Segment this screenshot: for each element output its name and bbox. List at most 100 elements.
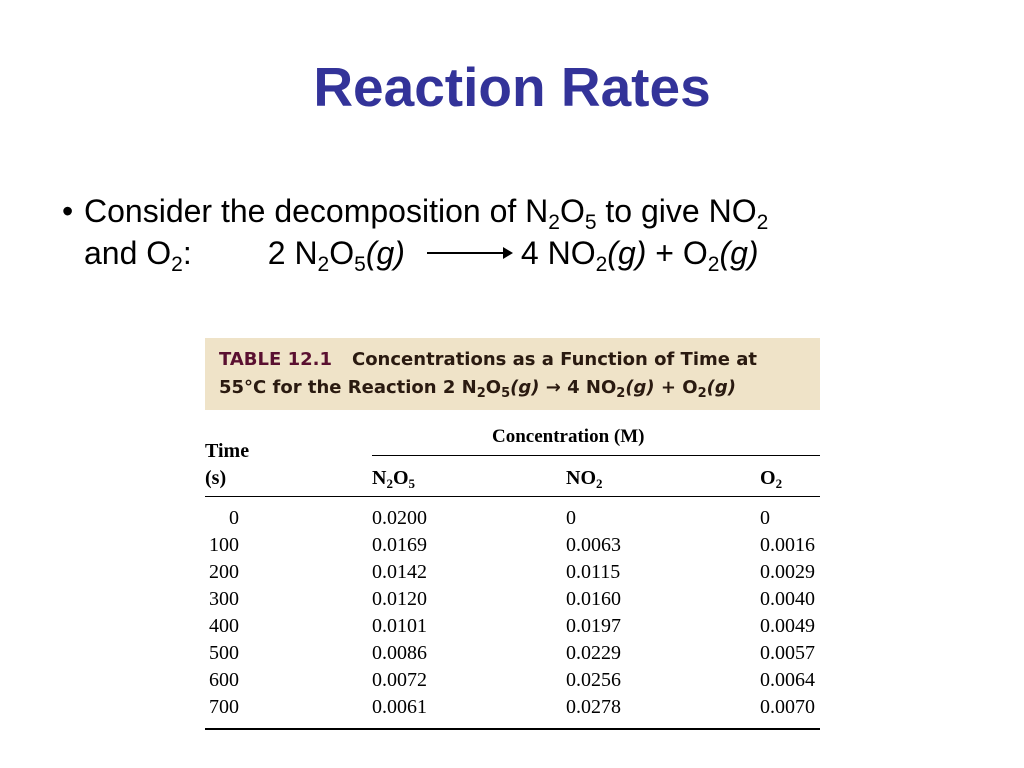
time-cell: 700 [209, 696, 239, 718]
state-gas: (g) [706, 377, 736, 398]
bullet-line-1: Consider the decomposition of N2O5 to gi… [84, 190, 962, 234]
time-cell: 400 [209, 615, 239, 637]
time-unit-header: (s) [205, 467, 227, 489]
n2o5-cell: 0.0120 [372, 588, 427, 610]
o2-cell: 0.0049 [760, 615, 815, 637]
o2-cell: 0.0029 [760, 561, 815, 583]
table-row: 200 0.0142 0.0115 0.0029 [205, 561, 820, 588]
o2-cell: 0.0040 [760, 588, 815, 610]
o2-cell: 0.0016 [760, 534, 815, 556]
concentration-table: Concentration (M) Time (s) N2O5 NO2 O2 0… [205, 420, 820, 740]
time-header: Time [205, 440, 250, 462]
subscript: 2 [756, 211, 769, 234]
caption-text: + O [654, 377, 698, 398]
table-label: TABLE 12.1 [219, 349, 332, 370]
table-row: 0 0.0200 0 0 [205, 507, 820, 534]
subscript: 2 [596, 476, 603, 491]
no2-cell: 0.0160 [566, 588, 621, 610]
o2-cell: 0.0064 [760, 669, 815, 691]
eq-plus-o: + O [646, 235, 708, 271]
n2o5-cell: 0.0142 [372, 561, 427, 583]
subscript: 5 [501, 386, 511, 401]
n2o5-cell: 0.0061 [372, 696, 427, 718]
table-row: 600 0.0072 0.0256 0.0064 [205, 669, 820, 696]
col-header-no2: NO2 [566, 467, 603, 490]
o2-cell: 0.0070 [760, 696, 815, 718]
n2o5-cell: 0.0101 [372, 615, 427, 637]
line1-text: Consider the decomposition of N [84, 193, 549, 229]
subscript: 2 [386, 476, 393, 491]
table-row: 400 0.0101 0.0197 0.0049 [205, 615, 820, 642]
subscript: 5 [354, 253, 366, 276]
state-gas: (g) [625, 377, 655, 398]
reaction-arrow-icon [426, 247, 513, 259]
eq-reactant-o: O [329, 235, 355, 271]
state-gas: (g) [510, 377, 540, 398]
line1-rest: to give NO [596, 193, 757, 229]
table-row: 300 0.0120 0.0160 0.0040 [205, 588, 820, 615]
table-caption-line-2: 55°C for the Reaction 2 N2O5(g) → 4 NO2(… [219, 374, 806, 402]
no2-cell: 0.0229 [566, 642, 621, 664]
concentration-header: Concentration (M) [492, 426, 645, 447]
time-cell: 100 [209, 534, 239, 556]
subscript: 2 [775, 476, 783, 491]
n2o5-cell: 0.0086 [372, 642, 427, 664]
bullet-text: Consider the decomposition of N2O5 to gi… [84, 190, 962, 276]
line1-o: O [559, 193, 585, 229]
caption-text: O [485, 377, 502, 398]
no2-cell: 0.0115 [566, 561, 621, 583]
header-rule [372, 455, 820, 456]
column-rule [205, 496, 820, 497]
col-header-o2: O2 [760, 467, 782, 490]
eq-product-1: 4 NO [520, 235, 596, 271]
n2o5-cell: 0.0072 [372, 669, 427, 691]
caption-text: 55°C for the Reaction 2 N [219, 377, 477, 398]
subscript: 5 [408, 476, 416, 491]
equation: 2 N2O5(g) 4 NO2(g) + O2(g) [267, 235, 759, 275]
o2-cell: 0.0057 [760, 642, 815, 664]
time-cell: 0 [229, 507, 239, 529]
table-caption-line-1: Concentrations as a Function of Time at [351, 349, 757, 370]
line2-colon: : [182, 235, 192, 271]
col-n2o5-n: N [372, 467, 387, 489]
bottom-rule [205, 728, 820, 730]
col-n2o5-o: O [392, 467, 409, 489]
subscript: 2 [476, 386, 486, 401]
subscript: 5 [584, 211, 597, 234]
col-o2-text: O [760, 467, 776, 489]
time-cell: 500 [209, 642, 239, 664]
col-header-n2o5: N2O5 [372, 467, 415, 490]
table-caption: TABLE 12.1 Concentrations as a Function o… [205, 338, 820, 410]
subscript: 2 [707, 253, 720, 276]
bullet-item: • Consider the decomposition of N2O5 to … [62, 190, 962, 276]
state-gas: (g) [365, 235, 405, 271]
no2-cell: 0.0197 [566, 615, 621, 637]
time-cell: 600 [209, 669, 239, 691]
state-gas: (g) [719, 235, 759, 271]
caption-text: → 4 NO [539, 377, 617, 398]
subscript: 2 [548, 211, 560, 234]
subscript: 2 [171, 253, 183, 276]
no2-cell: 0 [566, 507, 576, 529]
n2o5-cell: 0.0200 [372, 507, 427, 529]
subscript: 2 [317, 253, 330, 276]
table-row: 700 0.0061 0.0278 0.0070 [205, 696, 820, 723]
eq-reactant: 2 N [267, 235, 318, 271]
state-gas: (g) [607, 235, 647, 271]
subscript: 2 [697, 386, 707, 401]
subscript: 2 [595, 253, 608, 276]
slide-title: Reaction Rates [313, 56, 711, 118]
table-row: 100 0.0169 0.0063 0.0016 [205, 534, 820, 561]
subscript: 2 [616, 386, 626, 401]
no2-cell: 0.0063 [566, 534, 621, 556]
table-row: 500 0.0086 0.0229 0.0057 [205, 642, 820, 669]
time-cell: 300 [209, 588, 239, 610]
no2-cell: 0.0278 [566, 696, 621, 718]
time-cell: 200 [209, 561, 239, 583]
line2-and: and O [84, 235, 172, 271]
bullet-line-2: and O2: 2 N2O5(g) 4 NO2(g) + O2(g) [84, 232, 962, 276]
no2-cell: 0.0256 [566, 669, 621, 691]
o2-cell: 0 [760, 507, 770, 529]
bullet-dot: • [62, 193, 74, 229]
col-no2-text: NO [566, 467, 596, 489]
